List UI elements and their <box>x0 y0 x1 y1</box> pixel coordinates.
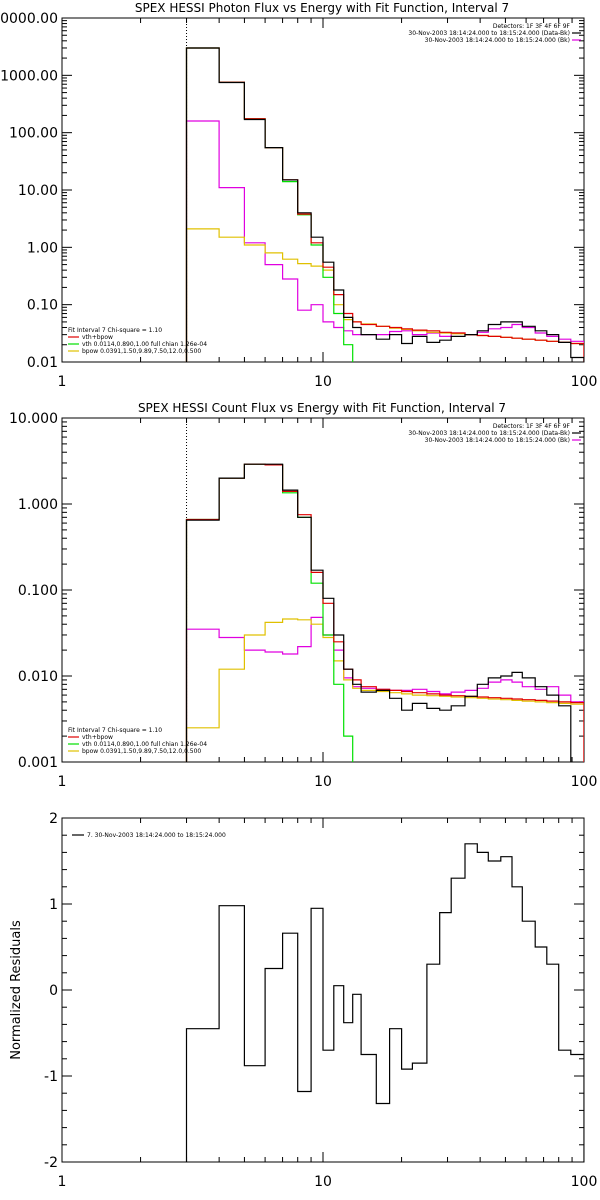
photon-flux-legend-text: Detectors: 1F 3F 4F 6F 9F <box>493 23 571 30</box>
photon-flux-panel: SPEX HESSI Photon Flux vs Energy with Fi… <box>0 1 597 390</box>
count-flux-series-bk <box>185 616 584 762</box>
count-flux-frame: 1 10 100 0.001 0.010 0.100 1.000 10.000 <box>9 411 597 790</box>
photon-flux-y-tick-label: 10.00 <box>18 183 58 199</box>
count-flux-fit-legend-text: vth+bpow <box>82 734 113 741</box>
residuals-frame: 1 10 100 -2 -1 0 1 2 <box>44 811 597 1190</box>
photon-flux-x-tick-label: 10 <box>314 374 332 390</box>
photon-flux-x-tick-label: 100 <box>571 374 598 390</box>
count-flux-fit-legend-text: vth 0.0114,0.890,1.00 full chian 1.26e-0… <box>82 741 207 748</box>
photon-flux-title: SPEX HESSI Photon Flux vs Energy with Fi… <box>135 1 509 15</box>
photon-flux-legend-text: 30-Nov-2003 18:14:24.000 to 18:15:24.000… <box>425 37 570 44</box>
photon-flux-frame: 1 10 100 0.01 0.10 1.00 10.00 100.00 1000.00 1000… <box>0 11 597 390</box>
photon-flux-y-tick-label: 1000.00 <box>0 68 58 84</box>
residuals-y-tick-label: 2 <box>49 811 58 827</box>
count-flux-x-tick-label: 10 <box>314 774 332 790</box>
photon-flux-series-bk <box>185 120 584 362</box>
residuals-y-tick-label: -1 <box>44 1069 58 1085</box>
residuals-legend-text: 7. 30-Nov-2003 18:14:24.000 to 18:15:24.… <box>87 832 226 839</box>
count-flux-x-tick-label: 100 <box>571 774 598 790</box>
count-flux-y-tick-label: 0.100 <box>18 583 58 599</box>
residuals-panel: Normalized Residuals 1 10 100 -2 -1 0 1 2 7. 30… <box>9 811 597 1190</box>
count-flux-title: SPEX HESSI Count Flux vs Energy with Fit… <box>138 401 506 415</box>
residuals-x-tick-label: 10 <box>314 1174 332 1190</box>
count-flux-series-data-bk <box>185 463 572 762</box>
residuals-y-axis-label: Normalized Residuals <box>9 920 24 1060</box>
photon-flux-series-bpow <box>185 228 584 362</box>
photon-flux-fit-legend-text: bpow 0.0391,1.50,9.89,7.50,12.0,0.500 <box>82 348 201 355</box>
count-flux-legend-text: Detectors: 1F 3F 4F 6F 9F <box>493 423 571 430</box>
photon-flux-y-tick-label: 0.01 <box>27 355 58 371</box>
photon-flux-y-tick-label: 100.00 <box>9 126 58 142</box>
photon-flux-series-vth-bpow <box>185 47 584 362</box>
photon-flux-fit-legend-text: Fit Interval 7 Chi-square = 1.10 <box>68 327 162 334</box>
count-flux-x-tick-label: 1 <box>58 774 67 790</box>
residuals-series-7-30-nov-2003-18-14-24-000-to-18-15-24-000 <box>185 843 584 1162</box>
photon-flux-y-tick-label: 10000.00 <box>0 11 58 27</box>
photon-flux-fit-legend-text: vth+bpow <box>82 334 113 341</box>
residuals-x-tick-label: 1 <box>58 1174 67 1190</box>
count-flux-fit-legend-text: Fit Interval 7 Chi-square = 1.10 <box>68 727 162 734</box>
count-flux-y-tick-label: 0.001 <box>18 755 58 771</box>
photon-flux-y-tick-label: 0.10 <box>27 298 58 314</box>
count-flux-fit-legend-text: bpow 0.0391,1.50,9.89,7.50,12.0,0.500 <box>82 748 201 755</box>
residuals-y-tick-label: -2 <box>44 1155 58 1171</box>
count-flux-legend-text: 30-Nov-2003 18:14:24.000 to 18:15:24.000… <box>425 437 570 444</box>
residuals-y-tick-label: 0 <box>49 983 58 999</box>
photon-flux-x-tick-label: 1 <box>58 374 67 390</box>
photon-flux-series-vth <box>185 47 354 362</box>
photon-flux-legend-text: 30-Nov-2003 18:14:24.000 to 18:15:24.000… <box>408 30 570 37</box>
photon-flux-series-data-bk <box>185 47 584 362</box>
residuals-y-tick-label: 1 <box>49 897 58 913</box>
count-flux-series-vth-bpow <box>185 463 584 762</box>
photon-flux-y-tick-label: 1.00 <box>27 240 58 256</box>
count-flux-y-tick-label: 0.010 <box>18 669 58 685</box>
photon-flux-fit-legend-text: vth 0.0114,0.890,1.00 full chian 1.26e-0… <box>82 341 207 348</box>
count-flux-series-vth <box>185 463 354 762</box>
residuals-x-tick-label: 100 <box>571 1174 598 1190</box>
count-flux-series-bpow <box>185 618 584 762</box>
count-flux-y-tick-label: 1.000 <box>18 497 58 513</box>
count-flux-y-tick-label: 10.000 <box>9 411 58 427</box>
count-flux-legend-text: 30-Nov-2003 18:14:24.000 to 18:15:24.000… <box>408 430 570 437</box>
count-flux-panel: SPEX HESSI Count Flux vs Energy with Fit… <box>9 401 597 790</box>
